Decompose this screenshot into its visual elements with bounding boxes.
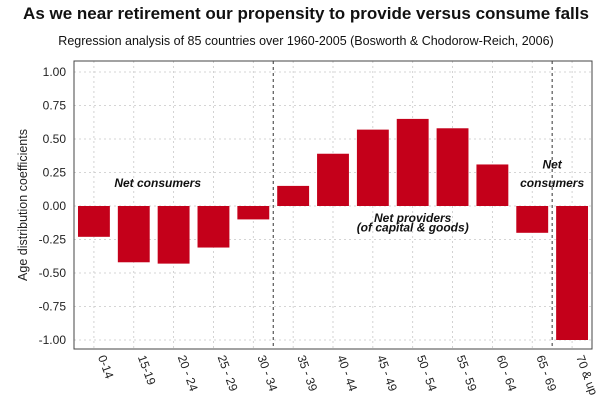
x-tick-label: 65 - 69 xyxy=(533,353,559,393)
y-tick-label: 0.00 xyxy=(43,199,67,213)
chart-title: As we near retirement our propensity to … xyxy=(23,4,589,23)
plot-frame xyxy=(73,60,593,350)
bar-15-19 xyxy=(117,206,150,263)
y-tick-label: -0.75 xyxy=(39,300,67,314)
x-tick-labels: 0-14 15-19 20 - 24 25 - 29 30 - 34 35 - 39 40 … xyxy=(95,353,601,397)
y-tick-label: -1.00 xyxy=(39,333,67,347)
bar-35-39 xyxy=(277,185,310,206)
x-tick-label: 70 & up xyxy=(573,353,600,397)
bar-45-49 xyxy=(356,129,389,206)
bar-40-44 xyxy=(317,153,349,206)
y-tick-label: -0.50 xyxy=(39,266,67,280)
y-tick-label: 0.25 xyxy=(43,166,67,180)
bar-50-54 xyxy=(396,118,429,206)
bars xyxy=(77,118,589,340)
y-tick-labels: 1.00 0.75 0.50 0.25 0.00 -0.25 -0.50 -0.75 -1.00 xyxy=(39,65,67,347)
y-tick-label: 1.00 xyxy=(43,65,67,79)
bar-55-59 xyxy=(436,128,469,206)
annotation: Net xyxy=(542,157,562,171)
bar-25-29 xyxy=(197,206,230,248)
x-tick-label: 45 - 49 xyxy=(374,353,400,393)
annotations: Net consumers Net providers(of capital & … xyxy=(114,157,584,234)
x-tick-label: 35 - 39 xyxy=(294,353,320,393)
x-tick-label: 50 - 54 xyxy=(414,353,440,393)
x-tick-label: 0-14 xyxy=(95,353,116,381)
x-tick-label: 15-19 xyxy=(135,353,159,387)
chart-subtitle: Regression analysis of 85 countries over… xyxy=(58,34,553,48)
bar-20-24 xyxy=(157,206,190,264)
y-tick-label: 0.50 xyxy=(43,132,67,146)
y-axis-label: Age distribution coefficients xyxy=(16,129,30,281)
bar-65-69 xyxy=(516,206,549,233)
y-tick-label: -0.25 xyxy=(39,233,67,247)
annotation: Net providers xyxy=(374,211,452,225)
x-tick-label: 30 - 34 xyxy=(254,353,280,393)
bar-60-64 xyxy=(476,164,509,206)
annotation: consumers xyxy=(520,176,584,190)
annotation: Net consumers xyxy=(114,176,201,190)
bar-70-up xyxy=(556,206,589,340)
x-tick-label: 40 - 44 xyxy=(334,353,360,393)
x-tick-label: 60 - 64 xyxy=(494,353,520,393)
y-tick-label: 0.75 xyxy=(43,99,67,113)
bar-30-34 xyxy=(237,206,270,220)
section-dividers xyxy=(272,61,553,349)
bar-0-14 xyxy=(77,206,110,237)
x-tick-label: 55 - 59 xyxy=(454,353,480,393)
x-tick-label: 25 - 29 xyxy=(215,353,241,393)
x-tick-label: 20 - 24 xyxy=(175,353,201,393)
annotation: (of capital & goods) xyxy=(357,220,469,234)
